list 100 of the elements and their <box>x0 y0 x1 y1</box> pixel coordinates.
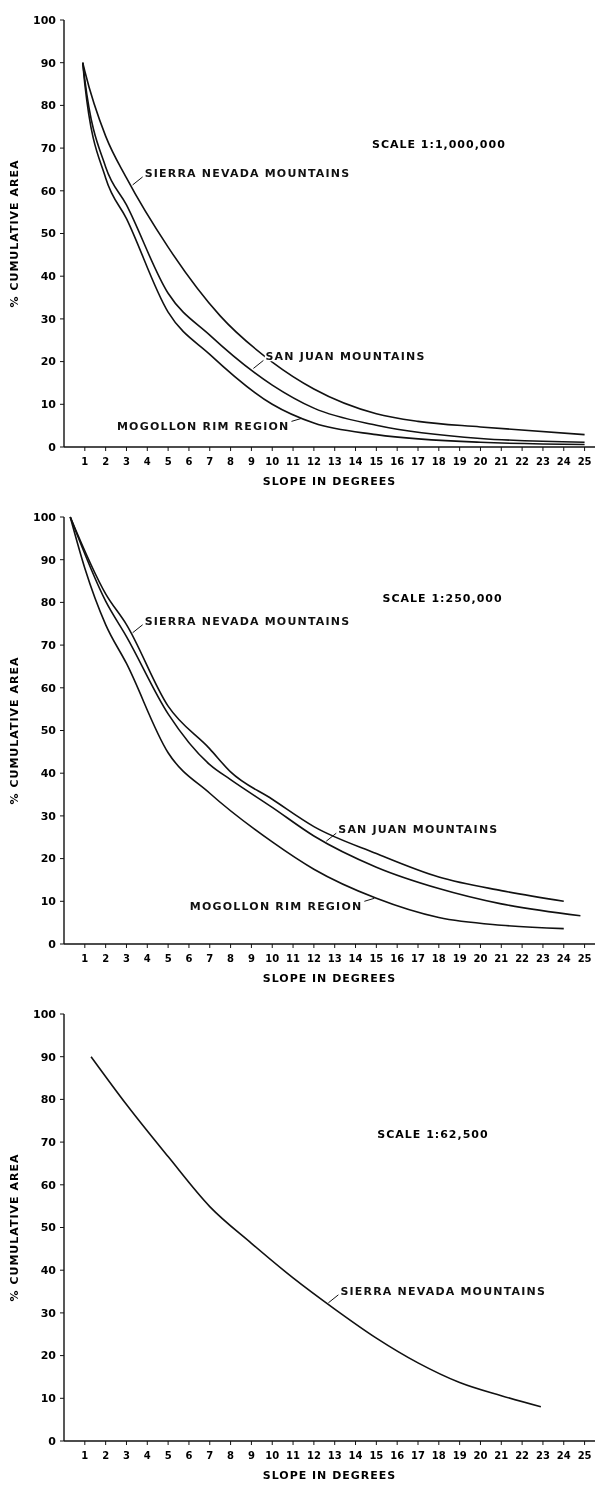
x-tick-label: 8 <box>227 456 235 467</box>
x-tick-label: 20 <box>473 1450 488 1461</box>
x-tick-label: 7 <box>206 1450 214 1461</box>
legend-label: SAN JUAN MOUNTAINS <box>265 350 426 364</box>
y-tick-label: 10 <box>40 1392 57 1406</box>
x-tick-label: 24 <box>556 1450 571 1461</box>
x-tick-label: 19 <box>452 1450 467 1461</box>
x-tick-label: 17 <box>411 1450 425 1461</box>
x-tick-label: 1 <box>81 1450 89 1461</box>
x-tick-label: 3 <box>122 953 130 964</box>
y-tick-label: 20 <box>40 852 57 866</box>
x-tick-label: 16 <box>390 456 405 467</box>
x-tick-label: 22 <box>515 1450 530 1461</box>
y-tick-label: 10 <box>40 895 57 909</box>
x-tick-label: 21 <box>494 1450 509 1461</box>
annotation: SCALE 1:250,000 <box>382 592 503 606</box>
y-tick-label: 20 <box>40 1349 57 1363</box>
y-tick-label: 70 <box>40 638 57 652</box>
x-tick-label: 13 <box>327 456 342 467</box>
x-tick-label: 24 <box>556 456 571 467</box>
x-tick-label: 12 <box>306 953 321 964</box>
x-axis-title: SLOPE IN DEGREES <box>262 1469 397 1482</box>
x-tick-label: 13 <box>327 953 342 964</box>
y-tick-label: 20 <box>40 355 57 369</box>
y-tick-label: 100 <box>33 510 57 524</box>
y-tick-label: 40 <box>40 1264 57 1278</box>
x-tick-label: 4 <box>143 1450 151 1461</box>
y-axis-title: % CUMULATIVE AREA <box>8 159 21 308</box>
y-tick-label: 0 <box>48 1434 57 1448</box>
series-label: MOGOLLON RIM REGION <box>116 420 290 434</box>
x-tick-label: 17 <box>411 456 425 467</box>
x-tick-label: 7 <box>206 953 214 964</box>
x-tick-label: 25 <box>577 456 592 467</box>
legend-label: SIERRA NEVADA MOUNTAINS <box>144 166 351 180</box>
x-tick-label: 3 <box>122 1450 130 1461</box>
x-tick-label: 9 <box>247 1450 255 1461</box>
x-tick-label: 14 <box>348 456 363 467</box>
x-tick-label: 5 <box>164 456 172 467</box>
y-tick-label: 0 <box>48 440 57 454</box>
y-tick-label: 50 <box>40 1221 57 1235</box>
y-tick-label: 40 <box>40 767 57 781</box>
x-tick-label: 16 <box>390 953 405 964</box>
x-tick-label: 18 <box>431 953 446 964</box>
series-label: MOGOLLON RIM REGION <box>189 900 363 914</box>
y-axis-title: % CUMULATIVE AREA <box>8 1153 21 1302</box>
x-tick-label: 11 <box>286 456 301 467</box>
y-tick-label: 40 <box>40 270 57 284</box>
x-tick-label: 11 <box>286 953 301 964</box>
y-tick-label: 50 <box>40 724 57 738</box>
x-tick-label: 20 <box>473 953 488 964</box>
x-tick-label: 21 <box>494 456 509 467</box>
x-tick-label: 1 <box>81 953 89 964</box>
y-tick-label: 90 <box>40 553 57 567</box>
y-tick-label: 30 <box>40 312 57 326</box>
y-tick-label: 90 <box>40 56 57 70</box>
x-tick-label: 15 <box>369 1450 384 1461</box>
x-tick-label: 10 <box>265 1450 280 1461</box>
x-tick-label: 2 <box>102 456 110 467</box>
x-tick-label: 8 <box>227 1450 235 1461</box>
x-tick-label: 2 <box>102 1450 110 1461</box>
y-tick-label: 80 <box>40 1093 57 1107</box>
legend-label: SIERRA NEVADA MOUNTAINS <box>144 614 351 628</box>
x-tick-label: 23 <box>535 1450 550 1461</box>
y-tick-label: 30 <box>40 1306 57 1320</box>
annotation: SCALE 1:62,500 <box>377 1127 489 1141</box>
y-tick-label: 0 <box>48 937 57 951</box>
x-tick-label: 7 <box>206 456 214 467</box>
y-tick-label: 60 <box>40 1178 57 1192</box>
x-tick-label: 25 <box>577 1450 592 1461</box>
x-tick-label: 21 <box>494 953 509 964</box>
y-tick-label: 60 <box>40 681 57 695</box>
x-axis-title: SLOPE IN DEGREES <box>262 475 397 488</box>
x-tick-label: 18 <box>431 1450 446 1461</box>
annotation: SCALE 1:1,000,000 <box>371 138 506 152</box>
x-tick-label: 22 <box>515 456 530 467</box>
x-tick-label: 11 <box>286 1450 301 1461</box>
x-tick-label: 6 <box>185 1450 193 1461</box>
legend-label: SAN JUAN MOUNTAINS <box>338 823 499 837</box>
x-tick-label: 19 <box>452 953 467 964</box>
x-tick-label: 4 <box>143 456 151 467</box>
x-tick-label: 4 <box>143 953 151 964</box>
x-tick-label: 9 <box>247 456 255 467</box>
y-tick-label: 50 <box>40 227 57 241</box>
x-tick-label: 14 <box>348 953 363 964</box>
y-tick-label: 90 <box>40 1050 57 1064</box>
x-tick-label: 14 <box>348 1450 363 1461</box>
x-tick-label: 19 <box>452 456 467 467</box>
x-tick-label: 25 <box>577 953 592 964</box>
x-tick-label: 17 <box>411 953 425 964</box>
y-tick-label: 80 <box>40 99 57 113</box>
x-tick-label: 6 <box>185 953 193 964</box>
x-tick-label: 9 <box>247 953 255 964</box>
x-axis-title: SLOPE IN DEGREES <box>262 972 397 985</box>
x-tick-label: 12 <box>306 1450 321 1461</box>
x-tick-label: 22 <box>515 953 530 964</box>
x-tick-label: 23 <box>535 953 550 964</box>
x-tick-label: 5 <box>164 953 172 964</box>
y-tick-label: 10 <box>40 398 57 412</box>
x-tick-label: 2 <box>102 953 110 964</box>
x-tick-label: 18 <box>431 456 446 467</box>
